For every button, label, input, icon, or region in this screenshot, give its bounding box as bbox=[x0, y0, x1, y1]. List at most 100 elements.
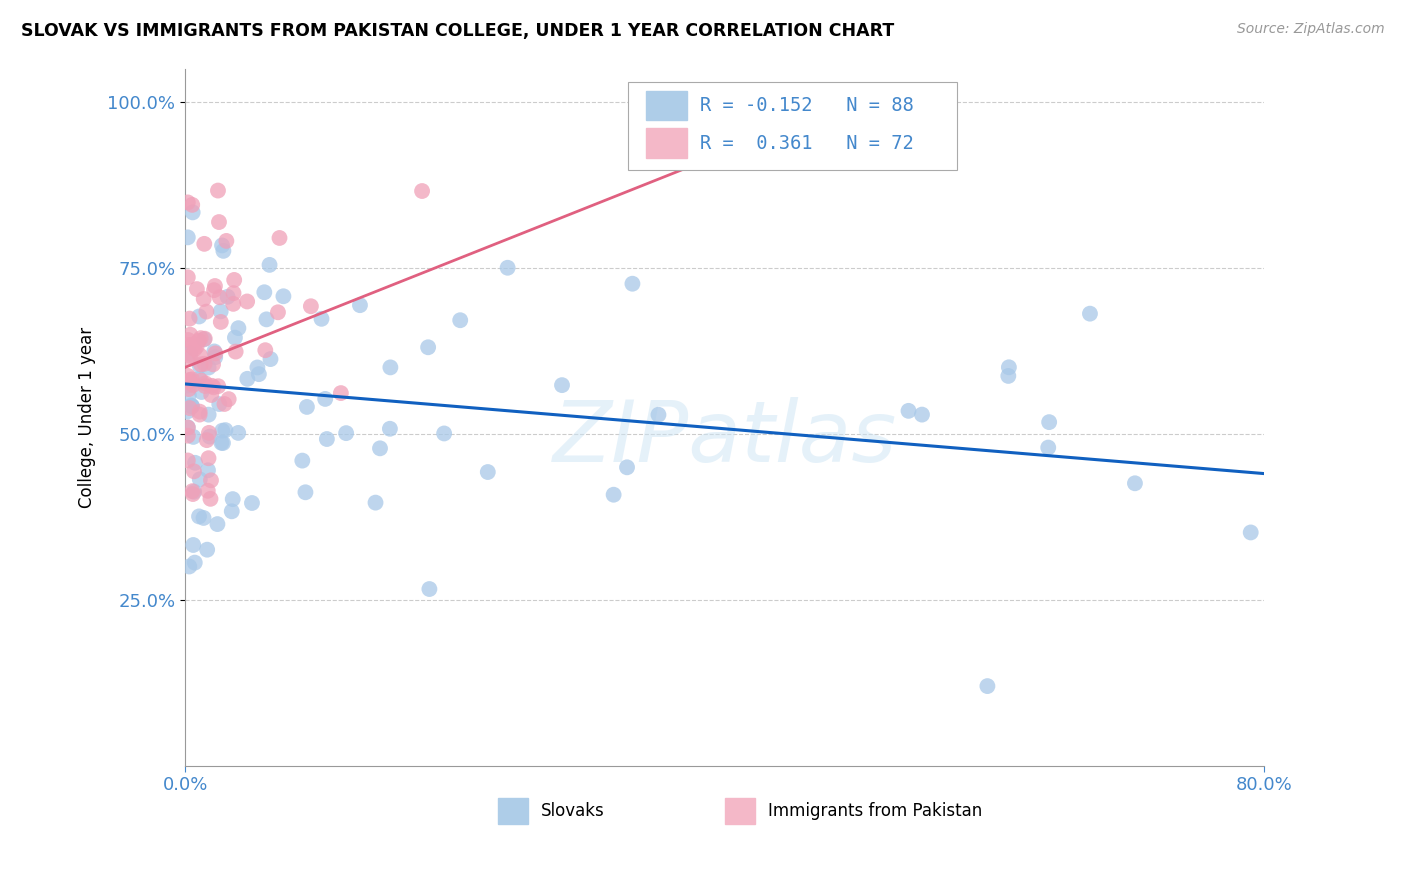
Point bbox=[179, 349, 201, 363]
Point bbox=[616, 460, 638, 475]
Point bbox=[194, 332, 217, 346]
Point bbox=[184, 456, 207, 470]
Point bbox=[207, 184, 229, 198]
Point bbox=[207, 517, 229, 532]
Point bbox=[179, 559, 201, 574]
Point bbox=[194, 376, 217, 391]
Point bbox=[198, 425, 221, 440]
Point bbox=[195, 433, 218, 447]
Point bbox=[202, 357, 225, 371]
Y-axis label: College, Under 1 year: College, Under 1 year bbox=[79, 326, 96, 508]
Point bbox=[177, 375, 200, 389]
Point bbox=[193, 511, 215, 525]
Point bbox=[181, 399, 204, 413]
Point bbox=[602, 488, 624, 502]
Point bbox=[1078, 307, 1101, 321]
Point bbox=[254, 343, 277, 358]
Point bbox=[177, 382, 200, 396]
Point bbox=[209, 304, 232, 318]
Point bbox=[208, 397, 231, 411]
Point bbox=[1038, 415, 1060, 429]
Point bbox=[194, 379, 217, 393]
Point bbox=[200, 491, 222, 506]
Point bbox=[188, 472, 211, 486]
Point bbox=[202, 283, 225, 297]
Text: SLOVAK VS IMMIGRANTS FROM PAKISTAN COLLEGE, UNDER 1 YEAR CORRELATION CHART: SLOVAK VS IMMIGRANTS FROM PAKISTAN COLLE… bbox=[21, 22, 894, 40]
Point bbox=[190, 384, 212, 399]
Point bbox=[378, 422, 401, 436]
Point bbox=[295, 400, 318, 414]
Point bbox=[202, 344, 225, 359]
Point bbox=[177, 338, 200, 352]
Point bbox=[221, 504, 243, 518]
Point bbox=[217, 290, 239, 304]
Point bbox=[551, 378, 574, 392]
Point bbox=[190, 357, 212, 371]
Point bbox=[1240, 525, 1263, 540]
Text: Immigrants from Pakistan: Immigrants from Pakistan bbox=[768, 802, 981, 820]
Point bbox=[294, 485, 316, 500]
Point bbox=[177, 420, 200, 434]
Point bbox=[291, 453, 314, 467]
Point bbox=[193, 332, 215, 346]
Point bbox=[193, 236, 215, 251]
Bar bbox=[645, 91, 688, 120]
Point bbox=[177, 270, 200, 285]
Point bbox=[380, 360, 402, 375]
Point bbox=[190, 331, 212, 345]
Point bbox=[208, 290, 231, 304]
Point bbox=[181, 399, 204, 413]
Point bbox=[181, 372, 204, 386]
Point bbox=[201, 379, 224, 393]
Point bbox=[188, 349, 211, 363]
Point bbox=[204, 279, 226, 293]
Point bbox=[183, 464, 205, 478]
Point bbox=[188, 334, 211, 348]
Point bbox=[253, 285, 276, 300]
FancyBboxPatch shape bbox=[627, 82, 956, 169]
Point bbox=[998, 360, 1021, 375]
Point bbox=[181, 198, 204, 212]
Point bbox=[198, 429, 221, 443]
Point bbox=[314, 392, 336, 406]
Point bbox=[976, 679, 998, 693]
Point bbox=[177, 230, 200, 244]
Point bbox=[225, 344, 247, 359]
Point bbox=[179, 327, 201, 342]
Point bbox=[259, 352, 281, 367]
Point bbox=[228, 321, 250, 335]
Point bbox=[211, 424, 233, 438]
Point bbox=[181, 378, 204, 392]
Point bbox=[207, 379, 229, 393]
Point bbox=[179, 373, 201, 387]
Point bbox=[200, 473, 222, 487]
Text: R = -0.152   N = 88: R = -0.152 N = 88 bbox=[700, 96, 914, 115]
Point bbox=[181, 430, 204, 444]
Text: Slovaks: Slovaks bbox=[541, 802, 605, 820]
Point bbox=[240, 496, 263, 510]
Point bbox=[184, 556, 207, 570]
Point bbox=[214, 397, 236, 411]
Point bbox=[236, 372, 259, 386]
Point bbox=[222, 492, 245, 507]
Point bbox=[218, 392, 240, 406]
Point bbox=[209, 315, 232, 329]
Point bbox=[315, 432, 337, 446]
Point bbox=[496, 260, 519, 275]
Point bbox=[215, 234, 238, 248]
Point bbox=[273, 289, 295, 303]
Point bbox=[200, 388, 222, 402]
Point bbox=[179, 401, 201, 415]
Point bbox=[299, 299, 322, 313]
Point bbox=[208, 215, 231, 229]
Point bbox=[181, 205, 204, 219]
Point bbox=[179, 311, 201, 326]
Point bbox=[193, 357, 215, 371]
Text: R =  0.361   N = 72: R = 0.361 N = 72 bbox=[700, 134, 914, 153]
Point bbox=[224, 331, 246, 345]
Point bbox=[477, 465, 499, 479]
Point bbox=[197, 463, 219, 477]
Point bbox=[183, 337, 205, 351]
Point bbox=[202, 380, 225, 394]
Point bbox=[212, 244, 235, 258]
